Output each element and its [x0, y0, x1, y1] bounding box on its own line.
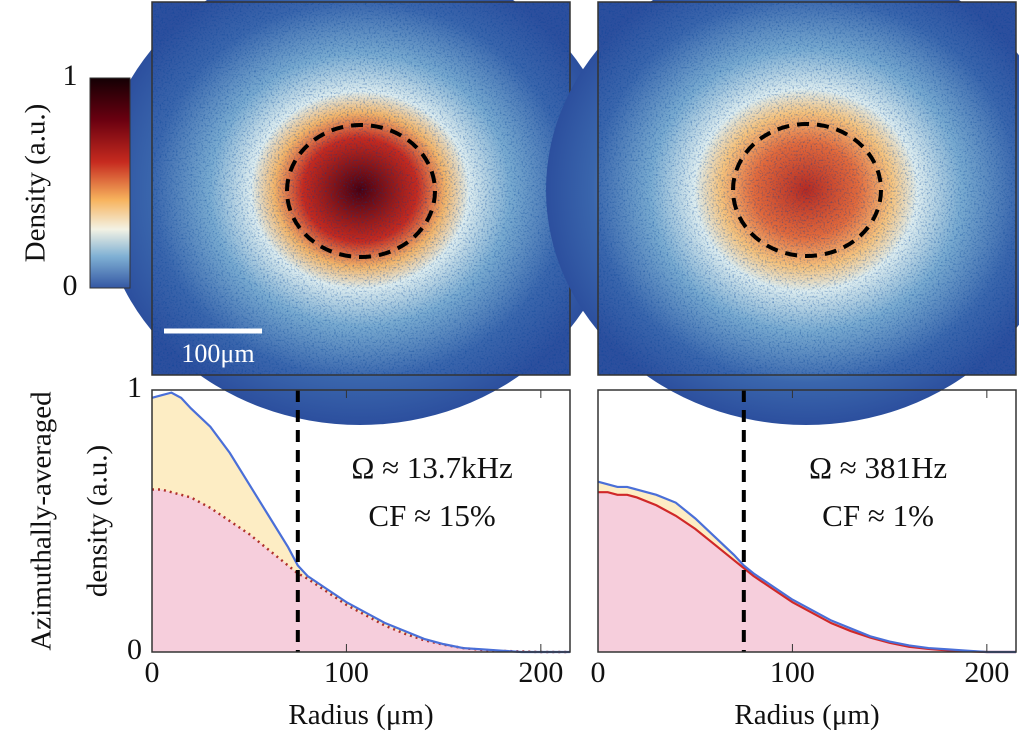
plot-frame — [597, 389, 1017, 653]
x-tick-label: 200 — [964, 656, 1009, 689]
x-tick-label: 100 — [324, 656, 369, 689]
line — [151, 391, 570, 654]
colorbar-label: Density (a.u.) — [20, 104, 52, 263]
scale-bar-label: 100μm — [181, 339, 254, 368]
y-tick-label: 1 — [127, 371, 142, 404]
plot-frame — [151, 389, 571, 653]
line — [152, 488, 570, 654]
x-tick-label: 0 — [591, 656, 606, 689]
y-axis-label: density (a.u.) — [82, 445, 114, 597]
x-axis-label: Radius (μm) — [288, 699, 433, 731]
x-tick-label: 100 — [770, 656, 815, 689]
image-right — [546, 0, 1019, 425]
area — [152, 489, 570, 652]
y-axis-label: Azimuthally-averaged — [26, 391, 58, 651]
annotation: CF ≈ 1% — [822, 498, 934, 533]
x-axis-label: Radius (μm) — [734, 699, 879, 731]
line — [597, 480, 1016, 654]
colorbar-tick-label: 1 — [63, 59, 78, 92]
colorbar — [89, 77, 131, 289]
area — [598, 492, 1016, 652]
annotation: CF ≈ 15% — [368, 498, 495, 533]
annotation: Ω ≈ 381Hz — [809, 450, 947, 485]
image-left — [100, 0, 620, 425]
colorbar-tick-label: 0 — [63, 269, 78, 302]
x-tick-label: 200 — [518, 656, 563, 689]
annotation: Ω ≈ 13.7kHz — [351, 450, 512, 485]
y-tick-label: 0 — [127, 633, 142, 666]
x-tick-label: 0 — [145, 656, 160, 689]
